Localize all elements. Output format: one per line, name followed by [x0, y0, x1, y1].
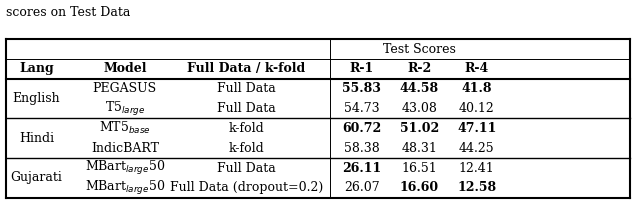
- Text: MT5$_{base}$: MT5$_{base}$: [99, 120, 150, 136]
- Text: Full Data / k-fold: Full Data / k-fold: [188, 62, 305, 75]
- Text: MBart$_{large}$50: MBart$_{large}$50: [84, 159, 165, 177]
- Text: Full Data: Full Data: [217, 82, 276, 95]
- Text: Full Data: Full Data: [217, 102, 276, 115]
- Text: 26.11: 26.11: [342, 162, 381, 174]
- Text: PEGASUS: PEGASUS: [93, 82, 157, 95]
- Text: IndicBART: IndicBART: [91, 142, 159, 155]
- Text: 55.83: 55.83: [342, 82, 381, 95]
- Text: 43.08: 43.08: [401, 102, 437, 115]
- Text: 26.07: 26.07: [344, 181, 380, 194]
- Text: 54.73: 54.73: [344, 102, 380, 115]
- Text: R-4: R-4: [465, 62, 489, 75]
- Text: Full Data (dropout=0.2): Full Data (dropout=0.2): [170, 181, 323, 194]
- Text: Test Scores: Test Scores: [383, 43, 456, 56]
- Text: 12.41: 12.41: [459, 162, 495, 174]
- Text: T5$_{large}$: T5$_{large}$: [104, 99, 145, 118]
- Text: Model: Model: [103, 62, 147, 75]
- Text: scores on Test Data: scores on Test Data: [6, 6, 131, 19]
- Text: 60.72: 60.72: [342, 122, 381, 135]
- Text: Lang: Lang: [19, 62, 54, 75]
- Text: 44.25: 44.25: [459, 142, 495, 155]
- Text: 58.38: 58.38: [344, 142, 380, 155]
- Text: 40.12: 40.12: [459, 102, 495, 115]
- Text: Full Data: Full Data: [217, 162, 276, 174]
- Text: R-2: R-2: [407, 62, 431, 75]
- Text: 44.58: 44.58: [399, 82, 439, 95]
- Text: k-fold: k-fold: [228, 142, 264, 155]
- Text: 16.51: 16.51: [401, 162, 437, 174]
- Text: 47.11: 47.11: [457, 122, 497, 135]
- Text: 12.58: 12.58: [457, 181, 497, 194]
- Text: k-fold: k-fold: [228, 122, 264, 135]
- Text: 48.31: 48.31: [401, 142, 437, 155]
- Text: 51.02: 51.02: [399, 122, 439, 135]
- Text: Hindi: Hindi: [19, 132, 54, 145]
- Text: 41.8: 41.8: [461, 82, 492, 95]
- Text: Gujarati: Gujarati: [10, 171, 63, 184]
- Text: R-1: R-1: [349, 62, 374, 75]
- Text: English: English: [13, 92, 60, 105]
- Text: MBart$_{large}$50: MBart$_{large}$50: [84, 179, 165, 197]
- Text: 16.60: 16.60: [399, 181, 439, 194]
